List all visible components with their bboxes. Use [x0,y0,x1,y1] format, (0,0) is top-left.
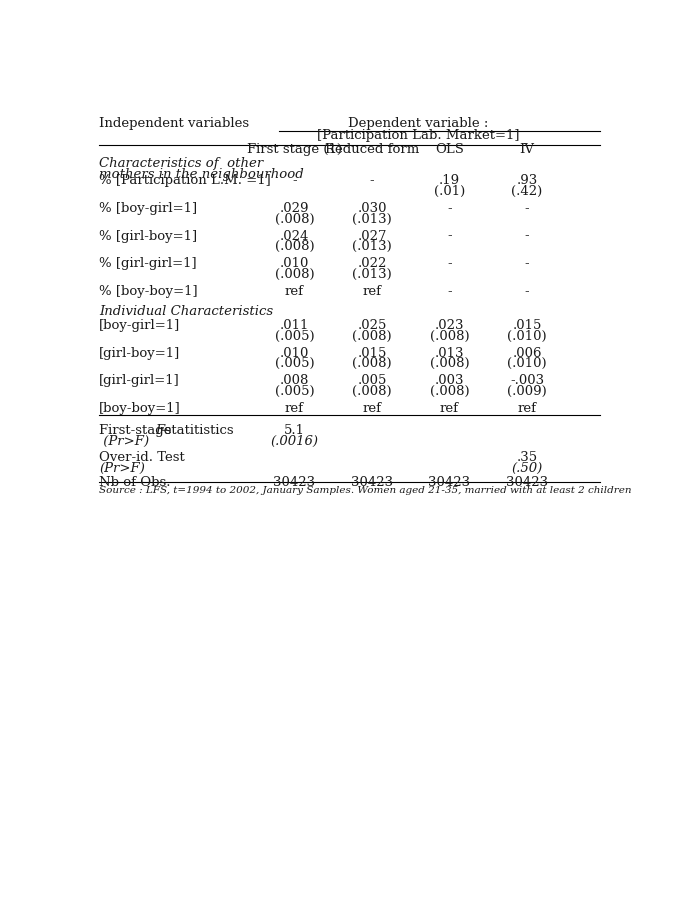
Text: ref: ref [363,402,381,415]
Text: -: - [292,174,297,187]
Text: (.010): (.010) [507,329,547,343]
Text: .003: .003 [434,374,464,387]
Text: (.008): (.008) [275,241,314,253]
Text: (.50): (.50) [512,462,543,475]
Text: (.008): (.008) [352,384,392,398]
Text: Reduced form: Reduced form [325,143,419,156]
Text: .008: .008 [280,374,309,387]
Text: IV: IV [520,143,535,156]
Text: -: - [370,174,374,187]
Text: -: - [447,284,451,298]
Text: -: - [447,257,451,270]
Text: % [girl-boy=1]: % [girl-boy=1] [99,230,197,242]
Text: .025: .025 [357,319,387,332]
Text: 30423: 30423 [273,476,316,488]
Text: (.01): (.01) [434,185,465,198]
Text: ref: ref [518,402,537,415]
Text: -: - [447,201,451,215]
Text: .024: .024 [280,230,309,242]
Text: Characteristics of  other: Characteristics of other [99,157,263,170]
Text: mothers in the neighbourhood: mothers in the neighbourhood [99,168,304,180]
Text: (.005): (.005) [275,384,314,398]
Text: 30423: 30423 [506,476,548,488]
Text: (.008): (.008) [275,268,314,281]
Text: % [boy-boy=1]: % [boy-boy=1] [99,284,198,298]
Text: (.008): (.008) [275,212,314,225]
Text: .013: .013 [434,346,464,359]
Text: .022: .022 [357,257,387,270]
Text: .023: .023 [434,319,464,332]
Text: (.008): (.008) [352,329,392,343]
Text: % [boy-girl=1]: % [boy-girl=1] [99,201,197,215]
Text: .010: .010 [280,257,309,270]
Text: First stage (1): First stage (1) [247,143,342,156]
Text: -: - [447,230,451,242]
Text: .027: .027 [357,230,387,242]
Text: (.005): (.005) [275,329,314,343]
Text: [boy-boy=1]: [boy-boy=1] [99,402,181,415]
Text: -.003: -.003 [510,374,544,387]
Text: .011: .011 [280,319,309,332]
Text: Over-id. Test: Over-id. Test [99,450,185,463]
Text: -: - [524,201,529,215]
Text: F: F [155,423,164,436]
Text: (.42): (.42) [512,185,543,198]
Text: Dependent variable :: Dependent variable : [349,117,489,130]
Text: (.013): (.013) [352,241,392,253]
Text: [boy-girl=1]: [boy-girl=1] [99,319,181,332]
Text: (.008): (.008) [430,384,469,398]
Text: ref: ref [363,284,381,298]
Text: (Pr>F): (Pr>F) [99,462,145,475]
Text: (.008): (.008) [430,357,469,370]
Text: OLS: OLS [435,143,464,156]
Text: 30423: 30423 [351,476,393,488]
Text: -: - [524,230,529,242]
Text: ref: ref [440,402,459,415]
Text: ref: ref [285,284,304,298]
Text: First-stage: First-stage [99,423,176,436]
Text: -statitistics: -statitistics [160,423,234,436]
Text: .35: .35 [516,450,537,463]
Text: Source : LFS, t=1994 to 2002, January Samples. Women aged 21-35, married with at: Source : LFS, t=1994 to 2002, January Sa… [99,486,632,495]
Text: .005: .005 [357,374,387,387]
Text: (.013): (.013) [352,268,392,281]
Text: .93: .93 [516,174,537,187]
Text: Independent variables: Independent variables [99,117,250,130]
Text: 5.1: 5.1 [284,423,305,436]
Text: (.008): (.008) [430,329,469,343]
Text: (Pr>F): (Pr>F) [99,435,149,447]
Text: 30423: 30423 [428,476,471,488]
Text: -: - [524,284,529,298]
Text: .015: .015 [357,346,387,359]
Text: [girl-boy=1]: [girl-boy=1] [99,346,181,359]
Text: % [Participation L.M. =1]: % [Participation L.M. =1] [99,174,271,187]
Text: -: - [524,257,529,270]
Text: [Participation Lab. Market=1]: [Participation Lab. Market=1] [317,129,520,142]
Text: % [girl-girl=1]: % [girl-girl=1] [99,257,197,270]
Text: Individual Characteristics: Individual Characteristics [99,304,273,318]
Text: .010: .010 [280,346,309,359]
Text: (.008): (.008) [352,357,392,370]
Text: (.0016): (.0016) [271,435,318,447]
Text: .006: .006 [512,346,542,359]
Text: [girl-girl=1]: [girl-girl=1] [99,374,180,387]
Text: (.013): (.013) [352,212,392,225]
Text: (.010): (.010) [507,357,547,370]
Text: ref: ref [285,402,304,415]
Text: Nb of Obs.: Nb of Obs. [99,476,170,488]
Text: (.009): (.009) [507,384,547,398]
Text: .030: .030 [357,201,387,215]
Text: (.005): (.005) [275,357,314,370]
Text: .19: .19 [439,174,460,187]
Text: .029: .029 [280,201,309,215]
Text: .015: .015 [512,319,542,332]
